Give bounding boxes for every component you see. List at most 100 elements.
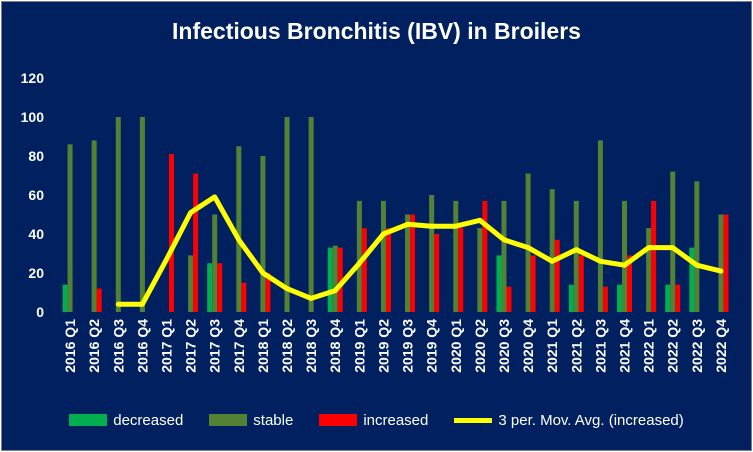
bar-stable [646,228,652,312]
bar-stable [115,117,121,312]
x-tick-label: 2018 Q2 [279,319,295,373]
x-tick-label: 2018 Q4 [327,319,343,373]
bar-increased [265,273,271,312]
bar-increased [723,214,729,312]
y-tick-label: 40 [28,226,44,242]
x-tick-label: 2022 Q1 [641,319,657,373]
bar-stable [284,117,290,312]
legend-item-decreased: decreased [69,412,183,429]
moving-average-line [115,194,724,307]
x-tick-label: 2019 Q2 [375,319,391,373]
bar-stable [549,189,555,312]
x-tick-label: 2021 Q4 [617,319,633,373]
legend-label-decreased: decreased [113,411,184,429]
bar-increased [578,255,584,312]
bar-decreased [568,284,574,312]
x-tick-label: 2017 Q3 [207,319,223,373]
bar-increased [482,200,488,312]
chart-title: Infectious Bronchitis (IBV) in Broilers [172,18,581,44]
bar-stable [67,144,73,312]
legend: decreased stable increased 3 per. Mov. A… [0,409,753,431]
y-axis-ticks: 0 20 40 60 80 100 120 [21,70,45,320]
x-tick-label: 2019 Q1 [351,319,367,373]
bar-increased [458,228,464,312]
x-axis-ticks: 2016 Q1 2016 Q2 2016 Q3 2016 Q4 2017 Q1 2017 … [62,319,729,373]
bar-stable [622,200,628,312]
legend-swatch-increased [319,414,358,426]
x-tick-label: 2016 Q2 [86,319,102,373]
legend-label-increased: increased [363,411,429,429]
x-tick-label: 2016 Q1 [62,319,78,373]
x-tick-label: 2019 Q3 [400,319,416,373]
bar-decreased [62,284,68,312]
bar-stable [405,214,411,312]
legend-item-moving-average: 3 per. Mov. Avg. (increased) [454,411,684,429]
bar-stable [477,228,483,312]
x-tick-label: 2020 Q4 [520,319,536,373]
bar-decreased [327,247,333,312]
legend-swatch-moving-average [454,417,493,423]
bar-increased [193,173,199,312]
legend-item-increased: increased [319,412,428,429]
x-tick-label: 2022 Q3 [689,319,705,373]
bar-increased [410,214,416,312]
x-tick-label: 2021 Q1 [544,319,560,373]
x-tick-label: 2020 Q2 [472,319,488,373]
bar-decreased [207,263,213,312]
bar-increased [337,247,343,312]
bar-stable [356,200,362,312]
x-tick-label: 2018 Q1 [255,319,271,373]
x-tick-label: 2017 Q2 [183,319,199,373]
bar-decreased [617,284,623,312]
legend-swatch-stable [209,414,248,426]
y-tick-label: 60 [28,187,44,203]
bar-stable [236,146,242,312]
legend-label-moving-average: 3 per. Mov. Avg. (increased) [498,411,684,429]
bar-stable [597,140,603,312]
y-tick-label: 0 [36,304,44,320]
bar-increased [217,263,223,312]
bars [62,117,729,312]
bar-increased [506,286,512,312]
bar-stable [573,200,579,312]
legend-label-stable: stable [253,411,294,429]
x-tick-label: 2022 Q4 [713,319,729,373]
bar-increased [651,200,657,312]
y-tick-label: 120 [21,70,45,86]
bar-increased [361,228,367,312]
bar-stable [308,117,314,312]
y-tick-label: 80 [28,148,44,164]
x-tick-label: 2020 Q3 [496,319,512,373]
bar-increased [530,255,536,312]
bar-increased [627,255,633,312]
bar-stable [91,140,97,312]
bar-stable [501,200,507,312]
moving-average-layer [115,194,724,307]
bar-stable [188,255,194,312]
y-tick-label: 20 [28,265,44,281]
bar-stable [718,214,724,312]
bar-stable [332,245,338,312]
bar-increased [554,239,560,312]
bar-stable [260,156,266,312]
bar-decreased [689,247,695,312]
x-tick-label: 2017 Q4 [231,319,247,373]
bar-stable [694,181,700,312]
bar-increased [96,288,102,312]
bar-stable [525,173,531,312]
bar-increased [602,286,608,312]
y-tick-label: 100 [21,109,45,125]
bar-stable [139,117,145,312]
legend-item-stable: stable [209,412,293,429]
x-tick-label: 2017 Q1 [158,319,174,373]
x-tick-label: 2016 Q4 [134,319,150,373]
x-tick-label: 2021 Q2 [568,319,584,373]
x-tick-label: 2016 Q3 [110,319,126,373]
legend-swatch-decreased [69,414,108,426]
bar-stable [453,200,459,312]
bar-decreased [496,255,502,312]
bar-decreased [665,284,671,312]
bar-stable [429,195,435,312]
bar-increased [434,234,440,312]
